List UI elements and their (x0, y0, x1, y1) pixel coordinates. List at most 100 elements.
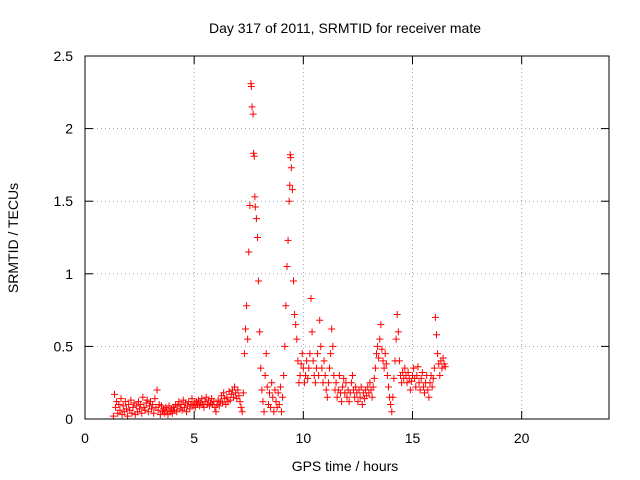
data-point (383, 371, 391, 379)
data-point (256, 328, 264, 336)
data-point (332, 379, 340, 387)
y-tick-label: 1 (65, 266, 73, 282)
data-point (258, 386, 266, 394)
data-point (377, 321, 385, 329)
data-point (124, 412, 132, 420)
data-point (121, 398, 129, 406)
data-point (220, 389, 228, 397)
data-point (371, 364, 379, 372)
data-point (440, 360, 448, 368)
data-point (387, 400, 395, 408)
data-point (317, 342, 325, 350)
data-point (249, 110, 257, 118)
data-point (329, 342, 337, 350)
data-point (390, 374, 398, 382)
data-point (290, 277, 298, 285)
data-point (183, 408, 191, 416)
data-point (262, 350, 270, 358)
data-point (236, 398, 244, 406)
data-point (250, 149, 258, 157)
data-point (271, 386, 279, 394)
data-point (412, 383, 420, 391)
data-point (280, 371, 288, 379)
data-point (369, 383, 377, 391)
data-point (439, 354, 447, 362)
data-point (143, 396, 151, 404)
data-point (406, 386, 414, 394)
data-point (235, 392, 243, 400)
data-point (148, 405, 156, 413)
data-point (322, 386, 330, 394)
data-point (226, 396, 234, 404)
data-point (304, 374, 312, 382)
data-point (339, 383, 347, 391)
data-point (255, 277, 263, 285)
x-tick-label: 15 (405, 430, 421, 446)
data-point (198, 395, 206, 403)
data-point (128, 409, 136, 417)
data-point (428, 383, 436, 391)
data-point (251, 193, 259, 201)
y-tick-label: 2.5 (54, 48, 74, 64)
data-point (421, 389, 429, 397)
data-point (241, 325, 249, 333)
data-point (378, 345, 386, 353)
data-point (229, 393, 237, 401)
data-point (434, 350, 442, 358)
data-point (340, 374, 348, 382)
data-point (132, 402, 140, 410)
data-point (293, 335, 301, 343)
data-point (270, 408, 278, 416)
data-point (306, 350, 314, 358)
data-point (287, 154, 295, 162)
data-point (186, 405, 194, 413)
data-point (309, 357, 317, 365)
data-point (279, 393, 287, 401)
data-point (149, 400, 157, 408)
data-point (125, 400, 133, 408)
data-point (321, 371, 329, 379)
data-point (188, 395, 196, 403)
data-point (426, 379, 434, 387)
data-point (368, 393, 376, 401)
grid-lines (85, 56, 609, 419)
data-point (162, 403, 170, 411)
data-point (320, 357, 328, 365)
data-point (139, 393, 147, 401)
data-point (374, 342, 382, 350)
data-point (144, 408, 152, 416)
y-axis-label: SRMTID / TECUs (5, 183, 21, 293)
data-point (372, 350, 380, 358)
data-point (326, 364, 334, 372)
data-point (307, 294, 315, 302)
data-point (403, 379, 411, 387)
data-point (129, 403, 137, 411)
data-point (358, 400, 366, 408)
data-point (260, 408, 268, 416)
data-point (177, 400, 185, 408)
x-axis-label: GPS time / hours (292, 458, 399, 474)
data-point (338, 398, 346, 406)
data-point (389, 393, 397, 401)
data-point (394, 328, 402, 336)
data-point (419, 383, 427, 391)
data-point (366, 379, 374, 387)
data-point (253, 234, 261, 241)
data-point (404, 369, 412, 377)
y-tick-label: 2 (65, 121, 73, 137)
data-point (212, 408, 220, 416)
data-point (285, 197, 293, 205)
data-point (376, 335, 384, 343)
data-point (223, 393, 231, 401)
data-point (284, 236, 292, 244)
data-point (346, 389, 354, 397)
data-point (356, 393, 364, 401)
data-point (117, 395, 125, 403)
data-point (318, 364, 326, 372)
data-point (323, 393, 331, 401)
x-tick-label: 10 (296, 430, 312, 446)
data-point (231, 383, 239, 391)
data-point (251, 203, 259, 211)
data-point (205, 402, 213, 410)
data-point (257, 364, 265, 372)
